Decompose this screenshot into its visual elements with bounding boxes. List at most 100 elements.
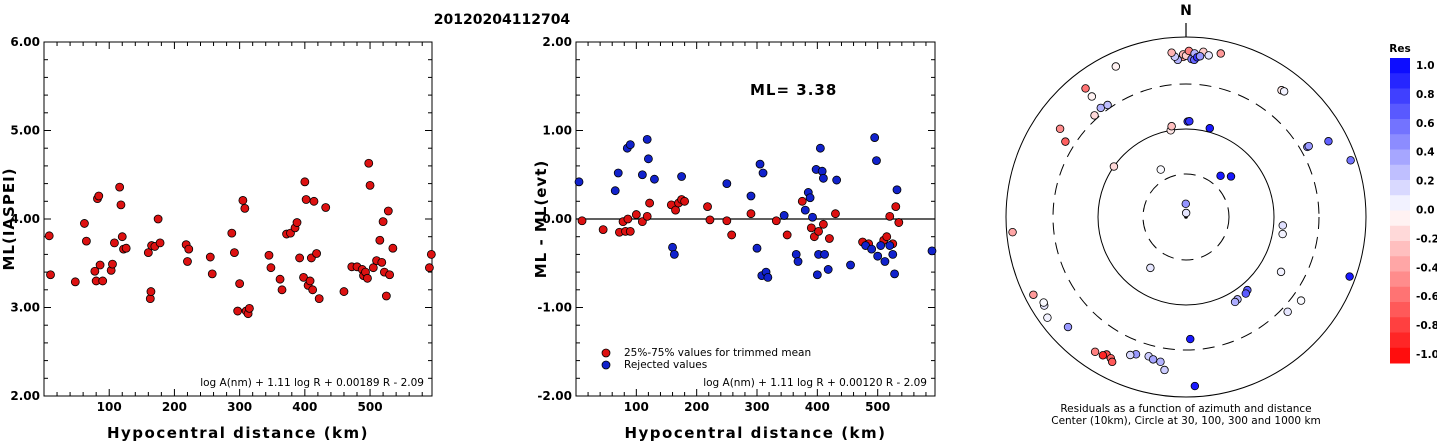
data-point <box>90 266 100 276</box>
data-point <box>873 251 883 261</box>
data-point <box>817 166 827 176</box>
data-point <box>95 260 105 270</box>
data-point <box>680 196 690 206</box>
y-tick-label: 6.00 <box>10 35 40 49</box>
data-point <box>625 226 635 236</box>
station-point <box>1111 62 1121 71</box>
data-point <box>703 202 712 212</box>
colorbar-tick-label: 0.2 <box>1416 176 1435 188</box>
station-point <box>1241 289 1251 298</box>
colorbar-segment <box>1390 180 1410 196</box>
data-point <box>205 252 215 262</box>
data-point <box>230 248 239 258</box>
data-point <box>155 238 165 248</box>
colorbar-segment <box>1390 302 1410 318</box>
figure-title: 20120204112704 <box>434 12 571 28</box>
colorbar-segment <box>1390 332 1410 349</box>
data-point <box>301 195 311 204</box>
data-point <box>705 215 715 225</box>
station-point <box>1181 199 1190 209</box>
x-tick-label: 400 <box>805 400 830 414</box>
data-point <box>381 291 391 301</box>
data-point <box>818 173 828 183</box>
plot-frame <box>43 41 433 397</box>
colorbar-segment <box>1390 195 1410 211</box>
data-point <box>642 134 652 144</box>
y-tick-label: -2.00 <box>537 389 572 403</box>
station-point <box>1279 87 1289 96</box>
data-point <box>598 225 608 235</box>
colorbar-segment <box>1390 317 1410 333</box>
data-point <box>746 209 756 219</box>
station-point <box>1195 52 1205 61</box>
data-point <box>121 243 131 253</box>
data-point <box>385 270 395 280</box>
station-point <box>1283 307 1292 317</box>
data-point <box>872 156 881 165</box>
data-point <box>116 200 126 210</box>
data-point <box>642 211 652 221</box>
colorbar-segment <box>1390 347 1410 364</box>
data-point <box>793 257 803 266</box>
station-point <box>1186 334 1195 344</box>
colorbar-segment <box>1390 271 1410 288</box>
y-tick-label: 4.00 <box>10 212 40 226</box>
y-tick-label: 3.00 <box>10 301 40 315</box>
data-point <box>368 263 378 273</box>
colorbar-segment <box>1390 73 1410 89</box>
colorbar-tick-label: 1.0 <box>1416 60 1435 72</box>
colorbar-tick-label: -1.0 <box>1416 349 1437 361</box>
x-tick-label: 300 <box>227 400 252 414</box>
distance-ring-100km <box>1097 128 1275 306</box>
station-point <box>1029 290 1038 299</box>
x-tick-label: 200 <box>162 400 187 414</box>
data-point <box>722 179 732 189</box>
colorbar-segment <box>1390 119 1410 135</box>
data-point <box>669 249 679 259</box>
azimuth-distance-polar-panel: N Residuals as a function of azimuth and … <box>1005 3 1437 427</box>
station-point <box>1008 227 1017 237</box>
data-point <box>890 269 899 279</box>
station-point <box>1278 221 1287 230</box>
x-tick-label: 500 <box>358 400 383 414</box>
ml-vs-distance-panel: 2.00 3.00 4.00 5.00 6.00 100 200 300 400 500 Hypoc… <box>0 35 436 441</box>
data-point <box>300 177 310 187</box>
data-point <box>207 269 217 279</box>
y-tick-label: 2.00 <box>542 35 572 49</box>
data-point <box>378 217 388 227</box>
data-point <box>577 216 587 226</box>
colorbar-segment <box>1390 88 1410 105</box>
station-point <box>1061 137 1070 146</box>
data-point <box>825 234 834 243</box>
data-point <box>645 198 655 208</box>
data-point <box>722 216 732 226</box>
legend-label: Rejected values <box>624 359 707 371</box>
data-point <box>818 219 828 229</box>
data-point <box>832 175 842 185</box>
station-point <box>1167 122 1176 131</box>
legend-label: 25%-75% values for trimmed mean <box>624 347 811 359</box>
data-point <box>240 203 250 213</box>
station-point <box>1055 124 1065 134</box>
x-tick-label: 300 <box>744 400 769 414</box>
data-point <box>771 216 781 226</box>
data-point <box>885 241 895 250</box>
data-point <box>891 202 901 212</box>
data-point <box>894 218 904 227</box>
station-point <box>1098 351 1108 360</box>
colorbar-segment <box>1390 134 1410 150</box>
data-point <box>235 279 245 289</box>
data-point <box>574 177 584 187</box>
data-point <box>812 270 822 280</box>
data-point <box>867 244 877 254</box>
distance-ring-30km <box>1142 173 1230 261</box>
data-point <box>755 159 765 169</box>
data-point <box>365 180 375 190</box>
data-point <box>44 231 54 241</box>
data-point <box>644 154 653 164</box>
colorbar-segment <box>1390 225 1410 242</box>
data-point <box>81 236 91 246</box>
data-point <box>752 243 762 253</box>
distance-ring-300km <box>1052 83 1320 351</box>
y-tick-label: 0.00 <box>542 212 572 226</box>
